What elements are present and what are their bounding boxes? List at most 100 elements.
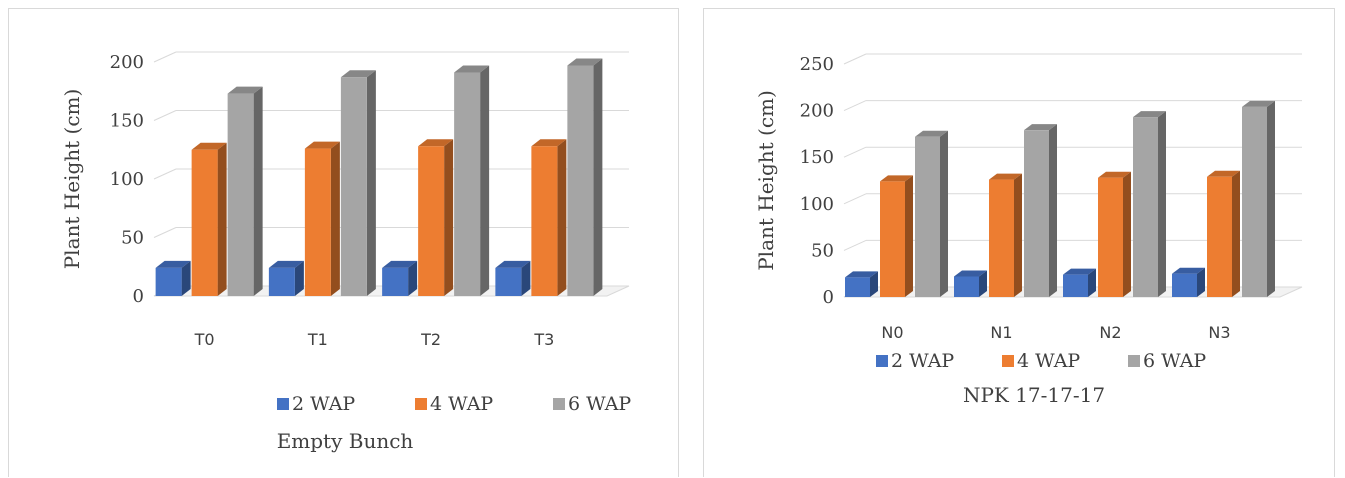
bar-top	[1172, 267, 1205, 274]
y-tick-label: 150	[800, 147, 834, 168]
gridline-diag	[843, 193, 867, 205]
bar-top	[268, 260, 304, 268]
chart-empty-bunch: 0 50 100 150 200 Plant Height (cm) T0 T1 T2 T3 2 W…	[60, 51, 631, 453]
bar-side	[181, 260, 191, 296]
gridline-diag	[843, 146, 867, 158]
x-tick-label: T1	[307, 330, 328, 349]
legend-swatch	[553, 398, 565, 410]
legend-swatch	[1002, 355, 1014, 367]
bar-side	[1158, 111, 1166, 298]
bar-4-wap	[1207, 176, 1232, 297]
bar-top	[1098, 171, 1131, 178]
y-tick-label: 0	[133, 286, 144, 307]
bar-2-wap	[495, 267, 522, 296]
bar-side	[1014, 173, 1022, 297]
chart-npk: 0 50 100 150 200 250 Plant Height (cm) N0 N1 N2 N3…	[754, 53, 1303, 407]
legend-swatch	[876, 355, 888, 367]
y-tick-label: 100	[800, 194, 834, 215]
x-axis-title: NPK 17-17-17	[963, 383, 1105, 407]
y-tick-label: 200	[110, 52, 144, 73]
bar-side	[521, 260, 531, 296]
x-tick-label: T3	[533, 330, 554, 349]
bar-6-wap	[915, 136, 940, 297]
bar-top	[418, 139, 454, 147]
bar-side	[366, 70, 376, 297]
bar-side	[294, 260, 304, 296]
bar-side	[1232, 170, 1240, 297]
gridline-diag	[843, 239, 867, 251]
bar-side	[979, 270, 987, 297]
bar-2-wap	[954, 276, 979, 297]
bar-top	[382, 260, 418, 268]
legend-label: 6 WAP	[568, 393, 631, 415]
bar-side	[1088, 268, 1096, 297]
bar-2-wap	[155, 267, 182, 296]
bar-side	[1049, 124, 1057, 297]
bar-top	[989, 173, 1022, 180]
x-tick-label: N1	[990, 323, 1012, 342]
x-tick-label: T0	[194, 330, 215, 349]
y-tick-label: 50	[121, 228, 144, 249]
y-tick-label: 200	[800, 101, 834, 122]
bar-top	[567, 58, 603, 66]
bar-6-wap	[567, 65, 594, 296]
legend-swatch	[1128, 355, 1140, 367]
bar-2-wap	[268, 267, 295, 296]
y-tick-label: 250	[800, 54, 834, 75]
bar-top	[1024, 124, 1057, 131]
bar-top	[340, 70, 376, 78]
bar-top	[155, 260, 191, 268]
bar-2-wap	[382, 267, 409, 296]
bar-side	[480, 65, 490, 296]
y-tick-label: 100	[110, 169, 144, 190]
bar-6-wap	[1024, 130, 1049, 297]
bar-side	[408, 260, 418, 296]
bar-side	[940, 130, 948, 297]
bar-4-wap	[304, 148, 331, 296]
y-axis-title: Plant Height (cm)	[754, 90, 778, 271]
gridline-diag	[843, 100, 867, 112]
bar-side	[1197, 267, 1205, 297]
bar-top	[880, 175, 913, 182]
gridline-diag	[153, 110, 177, 121]
bar-side	[1267, 100, 1275, 297]
bar-top	[845, 271, 878, 278]
bar-top	[304, 141, 340, 149]
legend-label: 2 WAP	[891, 350, 954, 372]
legend-label: 6 WAP	[1143, 350, 1206, 372]
legend-swatch	[277, 398, 289, 410]
legend-swatch	[415, 398, 427, 410]
bar-top	[227, 86, 263, 94]
gridline-diag	[843, 53, 867, 65]
bar-6-wap	[1133, 117, 1158, 298]
gridline-diag	[153, 227, 177, 238]
bar-side	[330, 141, 340, 296]
x-axis-title: Empty Bunch	[277, 429, 414, 453]
chart-panel-empty-bunch: 0 50 100 150 200 Plant Height (cm) T0 T1 T2 T3 2 W…	[8, 8, 679, 477]
gridline-diag	[153, 168, 177, 180]
legend-label: 2 WAP	[292, 393, 355, 415]
bar-4-wap	[191, 149, 218, 296]
x-tick-label: N0	[881, 323, 903, 342]
bar-top	[1063, 268, 1096, 275]
chart-panel-npk: 0 50 100 150 200 250 Plant Height (cm) N0 N1 N2 N3…	[703, 8, 1335, 477]
bar-top	[1207, 170, 1240, 177]
bar-4-wap	[531, 146, 558, 296]
bar-side	[1123, 171, 1131, 297]
y-axis-title: Plant Height (cm)	[60, 89, 84, 270]
bar-side	[253, 86, 263, 296]
bar-side	[557, 139, 567, 296]
bar-top	[954, 270, 987, 277]
bar-side	[870, 271, 878, 297]
bar-4-wap	[1098, 177, 1123, 297]
bar-6-wap	[340, 77, 367, 297]
bar-2-wap	[845, 277, 870, 297]
bar-6-wap	[1242, 106, 1267, 297]
bar-4-wap	[989, 179, 1014, 297]
x-tick-label: T2	[420, 330, 441, 349]
bar-side	[217, 142, 227, 296]
bar-4-wap	[880, 181, 905, 297]
bar-top	[531, 139, 567, 147]
bar-top	[454, 65, 490, 73]
bar-side	[905, 175, 913, 297]
